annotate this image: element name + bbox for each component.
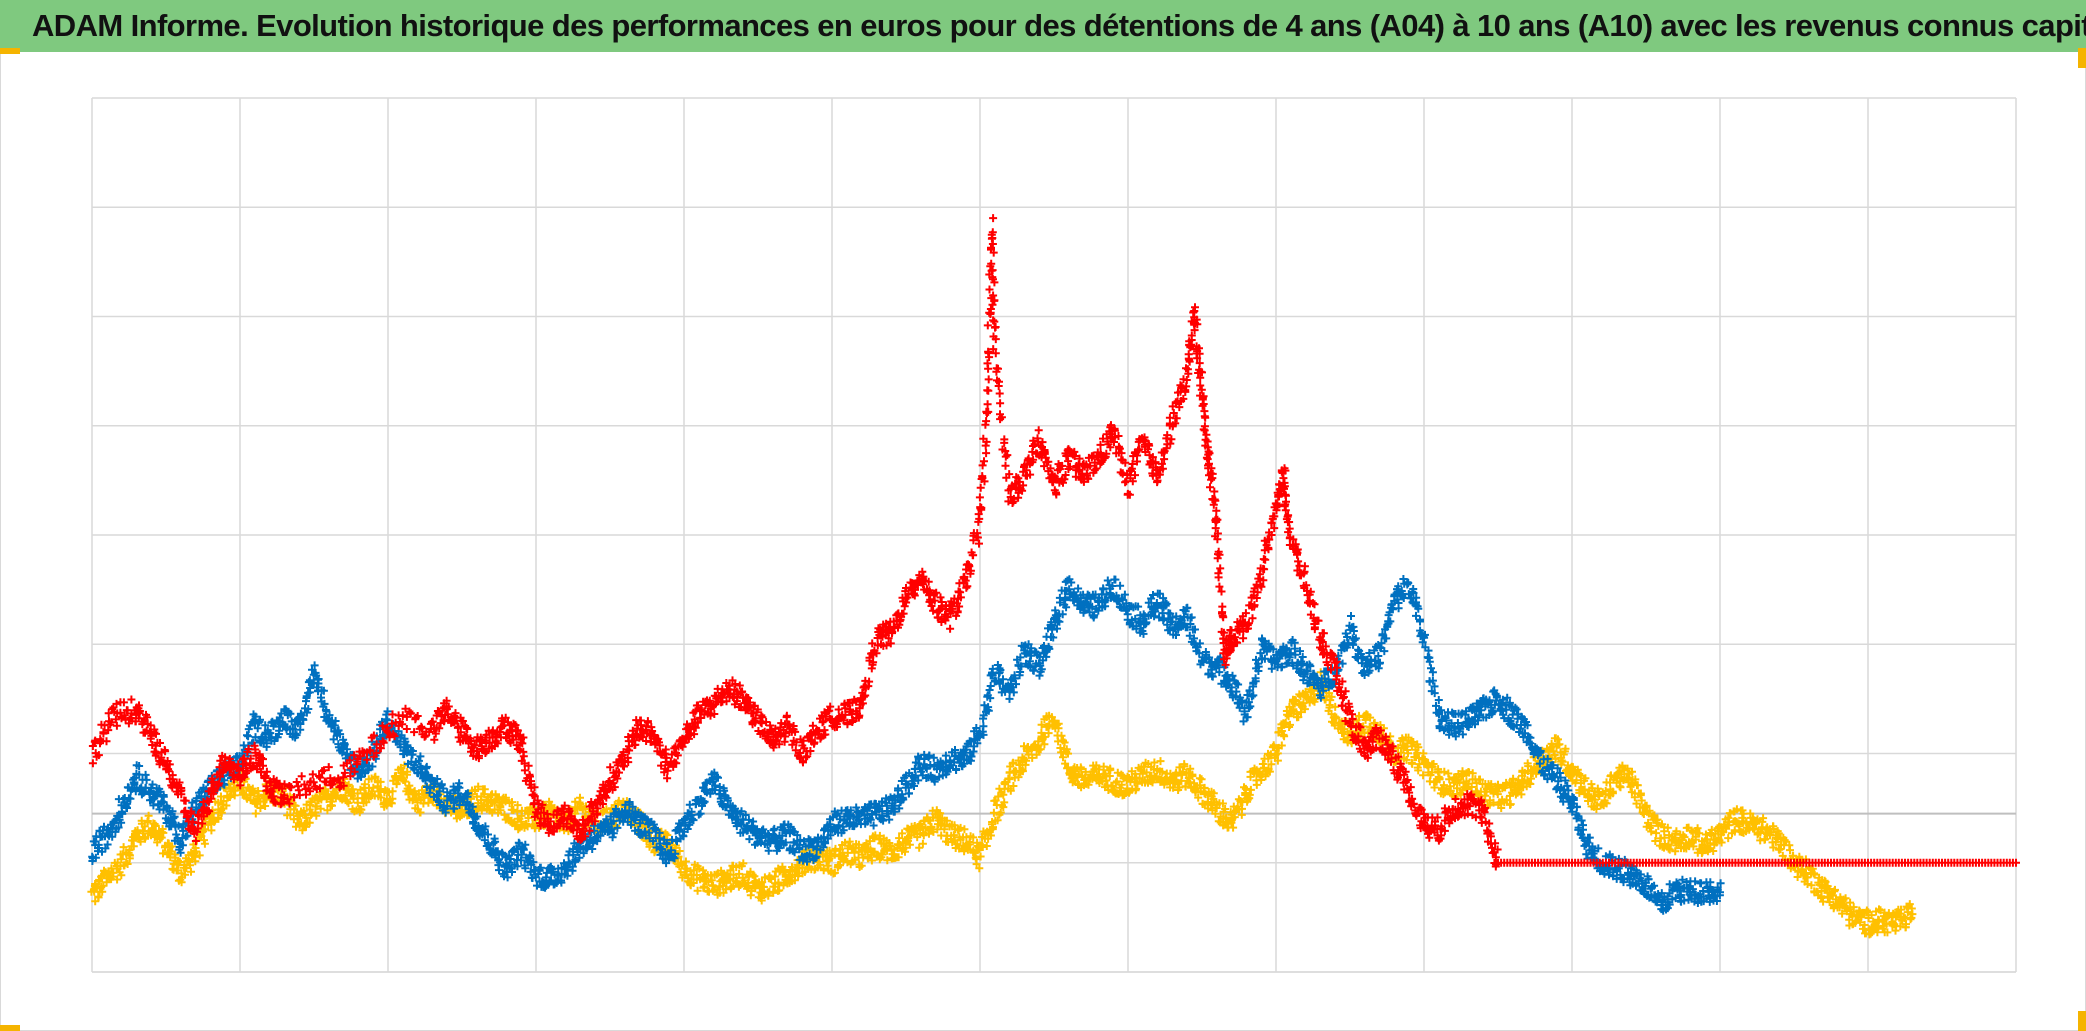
series-layer: [87, 214, 2020, 939]
series-2: [87, 668, 1917, 939]
series-0: [88, 214, 2020, 871]
series-markers: [88, 575, 1725, 915]
corner-accent-top-right: [2078, 48, 2086, 68]
series-markers: [88, 214, 2020, 871]
series-markers: [87, 668, 1917, 939]
title-bar: ADAM Informe. Evolution historique des p…: [0, 0, 2086, 52]
series-1: [88, 575, 1725, 915]
corner-accent-top-left: [0, 48, 20, 54]
corner-accent-bottom-left: [0, 1025, 20, 1031]
corner-accent-bottom-right: [2078, 1011, 2086, 1031]
chart-title: ADAM Informe. Evolution historique des p…: [32, 8, 2086, 43]
